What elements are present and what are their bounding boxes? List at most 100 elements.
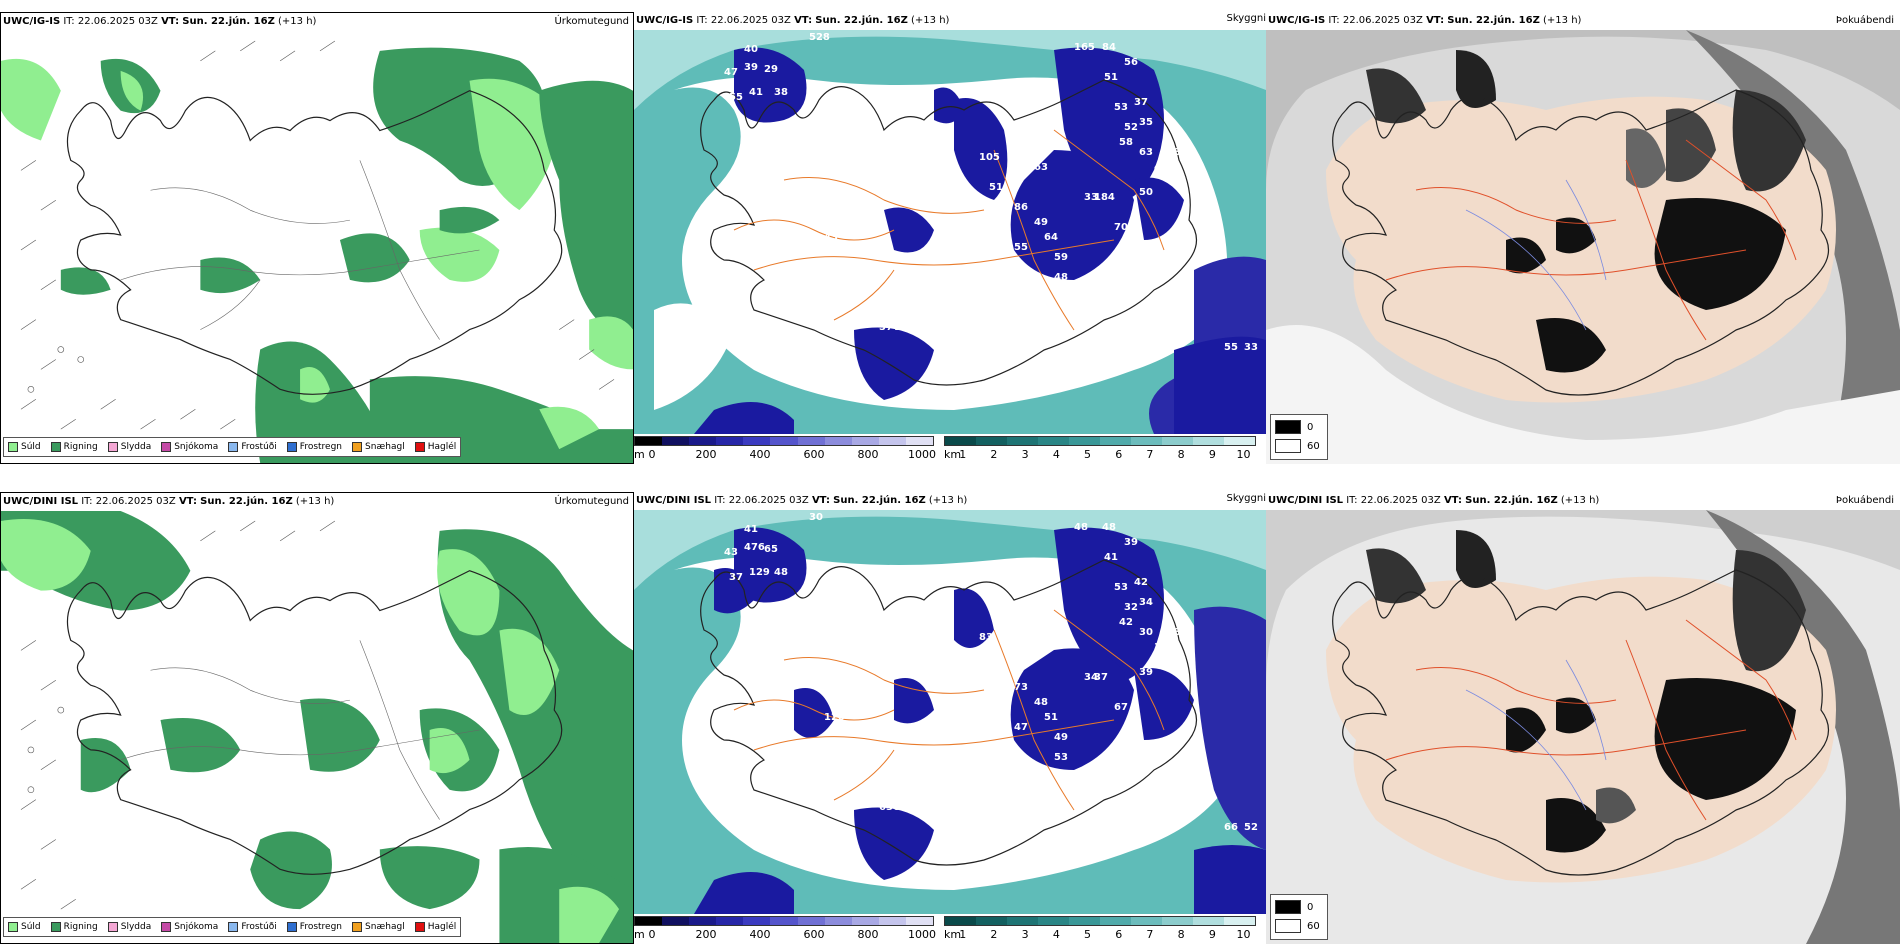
legend-swatch	[107, 442, 118, 452]
colorbar-tick: 800	[857, 448, 879, 461]
model-name: UWC/IG-IS	[636, 15, 694, 26]
legend-item: Snæhagl	[352, 442, 405, 452]
cloud-base-value: 39	[1124, 537, 1138, 548]
cloud-base-bar	[634, 916, 934, 926]
cloud-base-value: 55	[1224, 342, 1238, 353]
cloud-base-ticks: m 0 200 400 600 800 1000	[634, 928, 936, 941]
cloud-base-value: 63	[1139, 147, 1153, 158]
cloud-base-value: 43	[1164, 652, 1178, 663]
colorbar-tick: 1000	[908, 928, 936, 941]
cloud-base-value: 57	[1034, 642, 1048, 653]
precip-map[interactable]	[1, 31, 633, 463]
colorbar-segment	[945, 917, 976, 925]
colorbar-tick: 200	[695, 448, 717, 461]
colorbar-segment	[797, 437, 825, 445]
colorbar-tick: 600	[803, 928, 825, 941]
colorbar-segment	[1193, 437, 1224, 445]
cloud-base-value: 37	[1094, 672, 1108, 683]
legend-item: Haglél	[414, 442, 456, 452]
colorbar-segment	[976, 437, 1007, 445]
cloud-base-value: 65	[764, 544, 778, 555]
panel-header: UWC/IG-IS IT: 22.06.2025 03Z VT: Sun. 22…	[636, 15, 950, 26]
fog-legend: 0 60	[1270, 414, 1328, 460]
legend-swatch	[352, 922, 363, 932]
cloud-base-value: 48	[1102, 522, 1116, 533]
precip-panel-row2: UWC/DINI ISL IT: 22.06.2025 03Z VT: Sun.…	[0, 492, 634, 944]
panel-header: UWC/DINI ISL IT: 22.06.2025 03Z VT: Sun.…	[3, 496, 335, 507]
colorbar-segment	[662, 917, 690, 925]
fog-map-svg	[1266, 30, 1900, 464]
cloud-base-value: 51	[964, 677, 978, 688]
colorbar-segment	[945, 437, 976, 445]
colorbar-segment	[1131, 437, 1162, 445]
colorbar-segment	[851, 437, 879, 445]
cloud-base-value: 120	[824, 712, 845, 723]
cloud-base-value: 35	[1139, 117, 1153, 128]
colorbar-segment	[851, 917, 879, 925]
colorbar-segment	[878, 437, 906, 445]
legend-swatch	[286, 922, 297, 932]
cloud-base-value: 37	[1134, 97, 1148, 108]
fog-legend-row: 60	[1275, 919, 1320, 933]
cloud-base-value: 41	[1104, 552, 1118, 563]
colorbar-tick: 8	[1177, 448, 1185, 461]
cloud-base-value: 34	[1084, 672, 1098, 683]
cloud-base-value: 528	[809, 32, 830, 43]
fog-legend-row: 0	[1275, 900, 1313, 914]
colorbar-segment	[824, 917, 852, 925]
cloud-map[interactable]: 41 476 65 129 48 43 37 30 48 48 39 41 53 42 34 32 42 30 38…	[634, 510, 1266, 914]
cloud-base-value: 53	[1114, 582, 1128, 593]
colorbar-tick: 0	[648, 928, 656, 941]
cloud-base-value: 94	[894, 762, 908, 773]
legend-swatch	[414, 922, 425, 932]
rivers	[1465, 659, 1607, 811]
cloud-base-value: 55	[729, 92, 743, 103]
colorbar-segment	[905, 437, 934, 445]
colorbar-segment	[716, 917, 744, 925]
cloud-map[interactable]: 40 39 29 41 38 47 55 528 165 84 56 51 53 37 35 52 58 63 39…	[634, 30, 1266, 434]
cloud-base-value: 66	[1224, 822, 1238, 833]
colorbar-segment	[635, 437, 663, 445]
cloud-base-value: 80	[964, 197, 978, 208]
cloud-base-value: 39	[1154, 642, 1168, 653]
precip-map-svg	[1, 31, 633, 463]
cloud-base-value: 33	[1244, 342, 1258, 353]
colorbar-tick: 9	[1208, 928, 1216, 941]
fog-legend-swatch	[1275, 420, 1301, 434]
colorbar-tick: 600	[803, 448, 825, 461]
legend-item: Súld	[8, 922, 41, 932]
cloud-base-value: 52	[909, 782, 923, 793]
panel-title: Úrkomutegund	[554, 496, 629, 507]
colorbar-segment	[770, 917, 798, 925]
colorbar-tick: 8	[1177, 928, 1185, 941]
iceland-outline	[1332, 89, 1830, 396]
legend-item: Rigning	[50, 922, 98, 932]
cloud-base-value: 86	[1014, 202, 1028, 213]
legend-swatch	[8, 442, 18, 452]
visibility-ticks: km 1 2 3 4 5 6 7 8 9 10	[944, 928, 1256, 941]
iceland-outline	[1332, 569, 1830, 876]
fog-map[interactable]	[1266, 30, 1900, 464]
model-name: UWC/DINI ISL	[3, 496, 79, 507]
colorbar-segment	[1069, 437, 1100, 445]
colorbar-tick: 800	[857, 928, 879, 941]
precip-areas	[1, 511, 633, 943]
colorbar-segment	[743, 437, 771, 445]
precip-map[interactable]	[1, 511, 633, 943]
fog-map[interactable]	[1266, 510, 1900, 944]
colorbar-segment	[878, 917, 906, 925]
cloud-base-value: 476	[744, 542, 765, 553]
cloud-base-value: 58	[1119, 137, 1133, 148]
colorbar-segment	[1069, 917, 1100, 925]
fog-dark-areas	[1366, 530, 1806, 853]
cloud-base-value: 48	[1034, 697, 1048, 708]
cloud-base-value: 43	[824, 232, 838, 243]
colorbar-tick: 3	[1021, 928, 1029, 941]
legend-item: Frostúði	[228, 442, 277, 452]
cloud-base-value: 83	[979, 632, 993, 643]
cloud-base-value: 50	[1139, 187, 1153, 198]
cloud-base-value: 70	[1114, 222, 1128, 233]
panel-title: Úrkomutegund	[554, 16, 629, 27]
fog-panel-row1: UWC/IG-IS IT: 22.06.2025 03Z VT: Sun. 22…	[1266, 12, 1900, 464]
